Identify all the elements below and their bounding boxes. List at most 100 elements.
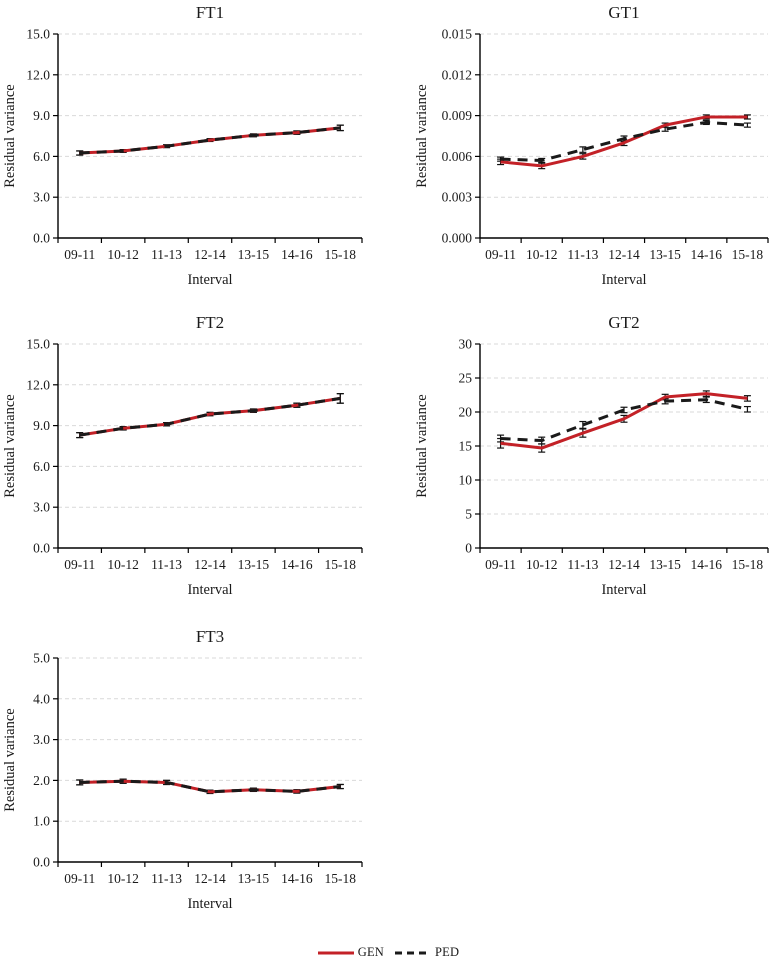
x-tick-label: 11-13 bbox=[567, 247, 598, 262]
empty-cell bbox=[388, 616, 776, 930]
y-tick-label: 0.0 bbox=[33, 855, 50, 870]
y-tick-label: 9.0 bbox=[33, 108, 50, 123]
ft3-plot: FT3 0.0 1.0 2.0 3.0 4.0 5.0 09-11 10-12 11-13 12-1… bbox=[2, 627, 363, 912]
y-tick-label: 0.0 bbox=[33, 231, 50, 246]
y-tick-label: 1.0 bbox=[33, 814, 50, 829]
y-tick-label: 0.003 bbox=[442, 190, 473, 205]
y-tick-label: 3.0 bbox=[33, 190, 50, 205]
x-tick-label: 09-11 bbox=[64, 247, 95, 262]
panel-title: GT1 bbox=[608, 3, 639, 22]
gt1-plot: GT1 0.000 0.003 0.006 0.009 0.012 0.015 09-11 10… bbox=[414, 3, 769, 288]
x-tick-label: 11-13 bbox=[151, 247, 182, 262]
y-tick-label: 0.009 bbox=[442, 108, 473, 123]
panel-title: FT1 bbox=[196, 3, 224, 22]
x-axis-title: Interval bbox=[187, 896, 232, 912]
x-tick-label: 14-16 bbox=[281, 557, 313, 572]
x-tick-label: 14-16 bbox=[281, 871, 313, 886]
gt2-plot: GT2 0 5 10 15 20 25 30 09-11 10-12 11-13 12-14 13-15… bbox=[414, 313, 769, 598]
x-tick-label: 11-13 bbox=[151, 557, 182, 572]
y-tick-label: 30 bbox=[459, 337, 473, 352]
ped-dashed-line-key-icon bbox=[395, 951, 432, 954]
x-tick-label: 09-11 bbox=[485, 557, 516, 572]
panel-ft1: FT1 0.0 3.0 6.0 9.0 12.0 15.0 09-11 10-12 11-13 12… bbox=[0, 0, 388, 302]
x-axis-title: Interval bbox=[187, 272, 232, 288]
y-tick-label: 0.015 bbox=[442, 27, 473, 42]
y-axis-title: Residual variance bbox=[414, 84, 430, 187]
y-tick-label: 12.0 bbox=[26, 377, 50, 392]
y-tick-label: 5 bbox=[465, 507, 472, 522]
panel-gt2: GT2 0 5 10 15 20 25 30 09-11 10-12 11-13 12-14 13-15… bbox=[388, 302, 776, 616]
y-axis-title: Residual variance bbox=[2, 84, 18, 187]
x-tick-label: 10-12 bbox=[107, 557, 139, 572]
x-tick-label: 10-12 bbox=[107, 247, 139, 262]
x-tick-label: 12-14 bbox=[194, 557, 226, 572]
panel-gt1: GT1 0.000 0.003 0.006 0.009 0.012 0.015 09-11 10… bbox=[388, 0, 776, 302]
x-tick-label: 12-14 bbox=[194, 247, 226, 262]
x-tick-label: 15-18 bbox=[325, 871, 357, 886]
x-tick-label: 15-18 bbox=[732, 557, 764, 572]
x-tick-label: 15-18 bbox=[325, 247, 357, 262]
x-tick-label: 10-12 bbox=[526, 247, 558, 262]
x-tick-label: 10-12 bbox=[107, 871, 139, 886]
panel-grid: FT1 0.0 3.0 6.0 9.0 12.0 15.0 09-11 10-12 11-13 12… bbox=[0, 0, 776, 930]
x-tick-label: 15-18 bbox=[732, 247, 764, 262]
legend: GEN PED bbox=[0, 930, 776, 975]
x-tick-label: 09-11 bbox=[485, 247, 516, 262]
x-tick-label: 15-18 bbox=[325, 557, 357, 572]
ft1-plot: FT1 0.0 3.0 6.0 9.0 12.0 15.0 09-11 10-12 11-13 12… bbox=[2, 3, 363, 288]
y-tick-label: 12.0 bbox=[26, 67, 50, 82]
x-tick-label: 14-16 bbox=[281, 247, 313, 262]
y-axis-title: Residual variance bbox=[2, 394, 18, 497]
y-tick-label: 6.0 bbox=[33, 149, 50, 164]
y-tick-label: 10 bbox=[459, 473, 473, 488]
x-axis-title: Interval bbox=[601, 582, 646, 598]
legend-label-ped: PED bbox=[435, 945, 460, 959]
x-tick-label: 12-14 bbox=[608, 557, 640, 572]
x-tick-label: 14-16 bbox=[691, 557, 723, 572]
y-tick-label: 15.0 bbox=[26, 27, 50, 42]
y-axis-title: Residual variance bbox=[2, 708, 18, 811]
y-tick-label: 0.012 bbox=[442, 67, 472, 82]
y-tick-label: 15.0 bbox=[26, 337, 50, 352]
series-line-gen bbox=[500, 115, 748, 168]
y-tick-label: 5.0 bbox=[33, 651, 50, 666]
y-tick-label: 20 bbox=[459, 405, 473, 420]
series-line-ped bbox=[79, 779, 341, 794]
series-line-ped bbox=[79, 396, 341, 437]
x-axis-title: Interval bbox=[187, 582, 232, 598]
y-tick-label: 25 bbox=[459, 371, 473, 386]
x-tick-label: 14-16 bbox=[691, 247, 723, 262]
panel-title: FT3 bbox=[196, 627, 224, 646]
x-tick-label: 12-14 bbox=[194, 871, 226, 886]
x-axis-title: Interval bbox=[601, 272, 646, 288]
x-tick-label: 13-15 bbox=[649, 557, 681, 572]
x-tick-label: 13-15 bbox=[238, 247, 270, 262]
legend-item-gen: GEN bbox=[317, 945, 384, 960]
series-line-gen bbox=[500, 392, 748, 450]
x-tick-label: 13-15 bbox=[238, 557, 270, 572]
x-tick-label: 09-11 bbox=[64, 557, 95, 572]
y-tick-label: 9.0 bbox=[33, 418, 50, 433]
y-tick-label: 2.0 bbox=[33, 773, 50, 788]
x-tick-label: 13-15 bbox=[238, 871, 270, 886]
y-tick-label: 4.0 bbox=[33, 691, 50, 706]
legend-item-ped: PED bbox=[394, 945, 459, 960]
panel-ft3: FT3 0.0 1.0 2.0 3.0 4.0 5.0 09-11 10-12 11-13 12-1… bbox=[0, 616, 388, 930]
y-tick-label: 0 bbox=[465, 541, 472, 556]
y-tick-label: 0.006 bbox=[442, 149, 473, 164]
ft2-plot: FT2 0.0 3.0 6.0 9.0 12.0 15.0 09-11 10-12 11-13 12… bbox=[2, 313, 363, 598]
y-tick-label: 3.0 bbox=[33, 500, 50, 515]
y-tick-label: 3.0 bbox=[33, 732, 50, 747]
x-tick-label: 11-13 bbox=[567, 557, 598, 572]
series-line-ped bbox=[500, 398, 748, 443]
y-tick-label: 0.000 bbox=[442, 231, 473, 246]
gen-solid-line-key-icon bbox=[317, 951, 354, 954]
x-tick-label: 11-13 bbox=[151, 871, 182, 886]
y-axis-title: Residual variance bbox=[414, 394, 430, 497]
y-tick-label: 6.0 bbox=[33, 459, 50, 474]
x-tick-label: 13-15 bbox=[649, 247, 681, 262]
x-tick-label: 10-12 bbox=[526, 557, 558, 572]
legend-label-gen: GEN bbox=[357, 945, 385, 959]
y-tick-label: 0.0 bbox=[33, 541, 50, 556]
